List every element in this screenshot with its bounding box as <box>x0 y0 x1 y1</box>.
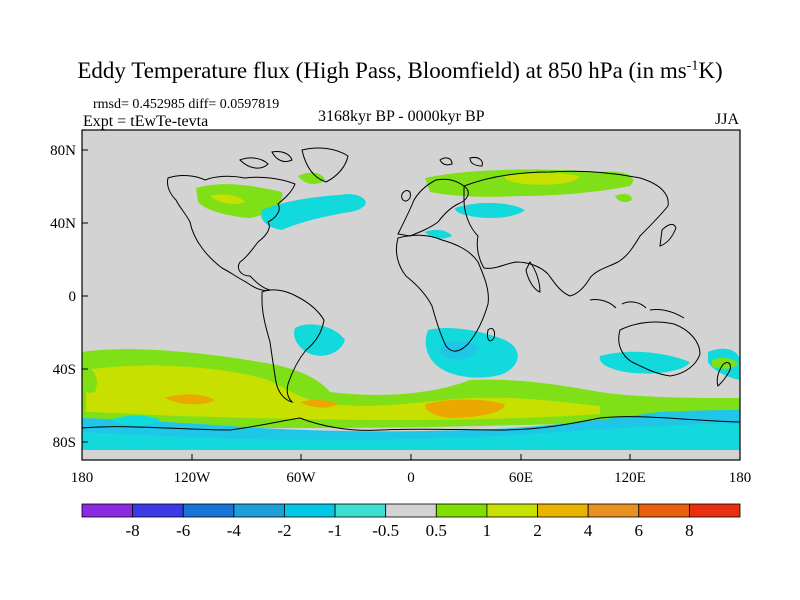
colorbar-label: 1 <box>483 521 492 540</box>
canadian-arctic-islands <box>239 151 293 169</box>
east-europe-cyan <box>455 202 525 218</box>
colorbar-label: -8 <box>126 521 140 540</box>
period-label: 3168kyr BP - 0000kyr BP <box>318 108 485 125</box>
antarctic-cyan-band <box>82 424 740 450</box>
asia-coast <box>463 170 669 297</box>
lon-label-0: 0 <box>407 470 415 486</box>
north-america-coast <box>167 175 296 291</box>
colorbar-label: 8 <box>685 521 694 540</box>
lon-label-60e: 60E <box>509 470 533 486</box>
colorbar-box <box>486 503 538 518</box>
australia-coast <box>618 321 701 377</box>
australia-cyan <box>599 351 690 374</box>
colorbar-box <box>132 503 184 518</box>
colorbar-label: 4 <box>584 521 593 540</box>
colorbar-box <box>182 503 235 518</box>
map-panel: 80N 40N 0 40S 80S 180 120W 60W 0 60E 120… <box>50 129 752 486</box>
new-zealand-coast <box>716 362 731 387</box>
colorbar-box <box>233 503 285 518</box>
lon-label-180e: 180 <box>729 470 752 486</box>
south-pacific-green-west <box>82 367 97 393</box>
uk-coast <box>401 190 411 202</box>
lat-label-40s: 40S <box>53 362 76 378</box>
lon-label-60w: 60W <box>286 470 316 486</box>
lat-tick-labels: 80N 40N 0 40S 80S <box>50 143 76 451</box>
colorbar-box <box>688 503 741 518</box>
colorbar-box <box>334 503 387 518</box>
season-label: JJA <box>715 111 740 128</box>
colorbar-label: 2 <box>533 521 542 540</box>
stats-label: rmsd= 0.452985 diff= 0.0597819 <box>93 97 280 112</box>
south-america-coast <box>261 289 325 403</box>
africa-coast <box>395 234 489 352</box>
eurasia-yg <box>505 173 580 185</box>
colorbar-label: -4 <box>227 521 242 540</box>
lon-tick-labels: 180 120W 60W 0 60E 120E 180 <box>71 470 752 486</box>
colorbar-box <box>587 503 640 518</box>
japan-coast <box>659 223 677 247</box>
colorbar-box <box>284 503 336 518</box>
colorbar-label: 6 <box>635 521 644 540</box>
lat-label-40n: 40N <box>50 216 76 232</box>
siberia-green-small <box>615 193 632 203</box>
axis-ticks <box>81 149 741 460</box>
lon-label-120e: 120E <box>614 470 646 486</box>
west-pacific-cyan <box>110 415 160 426</box>
colorbar-label: 0.5 <box>426 521 447 540</box>
lon-label-180w: 180 <box>71 470 94 486</box>
lat-label-80n: 80N <box>50 143 76 159</box>
svalbard-coast <box>439 157 483 167</box>
colorbar-box <box>537 503 589 518</box>
colorbar-box <box>638 503 690 518</box>
figure-title: Eddy Temperature flux (High Pass, Bloomf… <box>77 58 723 83</box>
colorbar-box <box>81 503 134 518</box>
southern-ocean-orange-patch-west <box>165 394 215 405</box>
greenland-coast <box>301 147 349 183</box>
india-coast <box>525 261 541 293</box>
anomaly-fields <box>82 169 740 450</box>
south-atlantic-cyan <box>294 324 345 356</box>
colorbar-box <box>435 503 488 518</box>
lat-label-0: 0 <box>69 289 77 305</box>
arctic-canada-green <box>298 172 325 185</box>
madagascar-coast <box>487 327 495 342</box>
lat-label-80s: 80S <box>53 435 76 451</box>
southern-ocean-orange-patch <box>425 399 505 418</box>
lon-label-120w: 120W <box>174 470 212 486</box>
north-america-yg <box>210 194 245 204</box>
antarctica-coast <box>82 416 740 431</box>
colorbar-label: -6 <box>176 521 190 540</box>
experiment-label: Expt = tEwTe-tevta <box>83 113 209 130</box>
colorbar: -8 -6 -4 -2 -1 -0.5 0.5 1 2 4 6 8 <box>81 503 741 540</box>
colorbar-label: -0.5 <box>372 521 399 540</box>
colorbar-label: -2 <box>277 521 291 540</box>
southern-ocean-orange-patch-mid <box>300 399 338 408</box>
indonesia-coast <box>589 299 685 319</box>
north-atlantic-cyan <box>261 194 366 230</box>
colorbar-label: -1 <box>328 521 342 540</box>
coastlines <box>82 147 740 431</box>
south-indian-green <box>577 407 588 415</box>
colorbar-box <box>385 503 437 518</box>
